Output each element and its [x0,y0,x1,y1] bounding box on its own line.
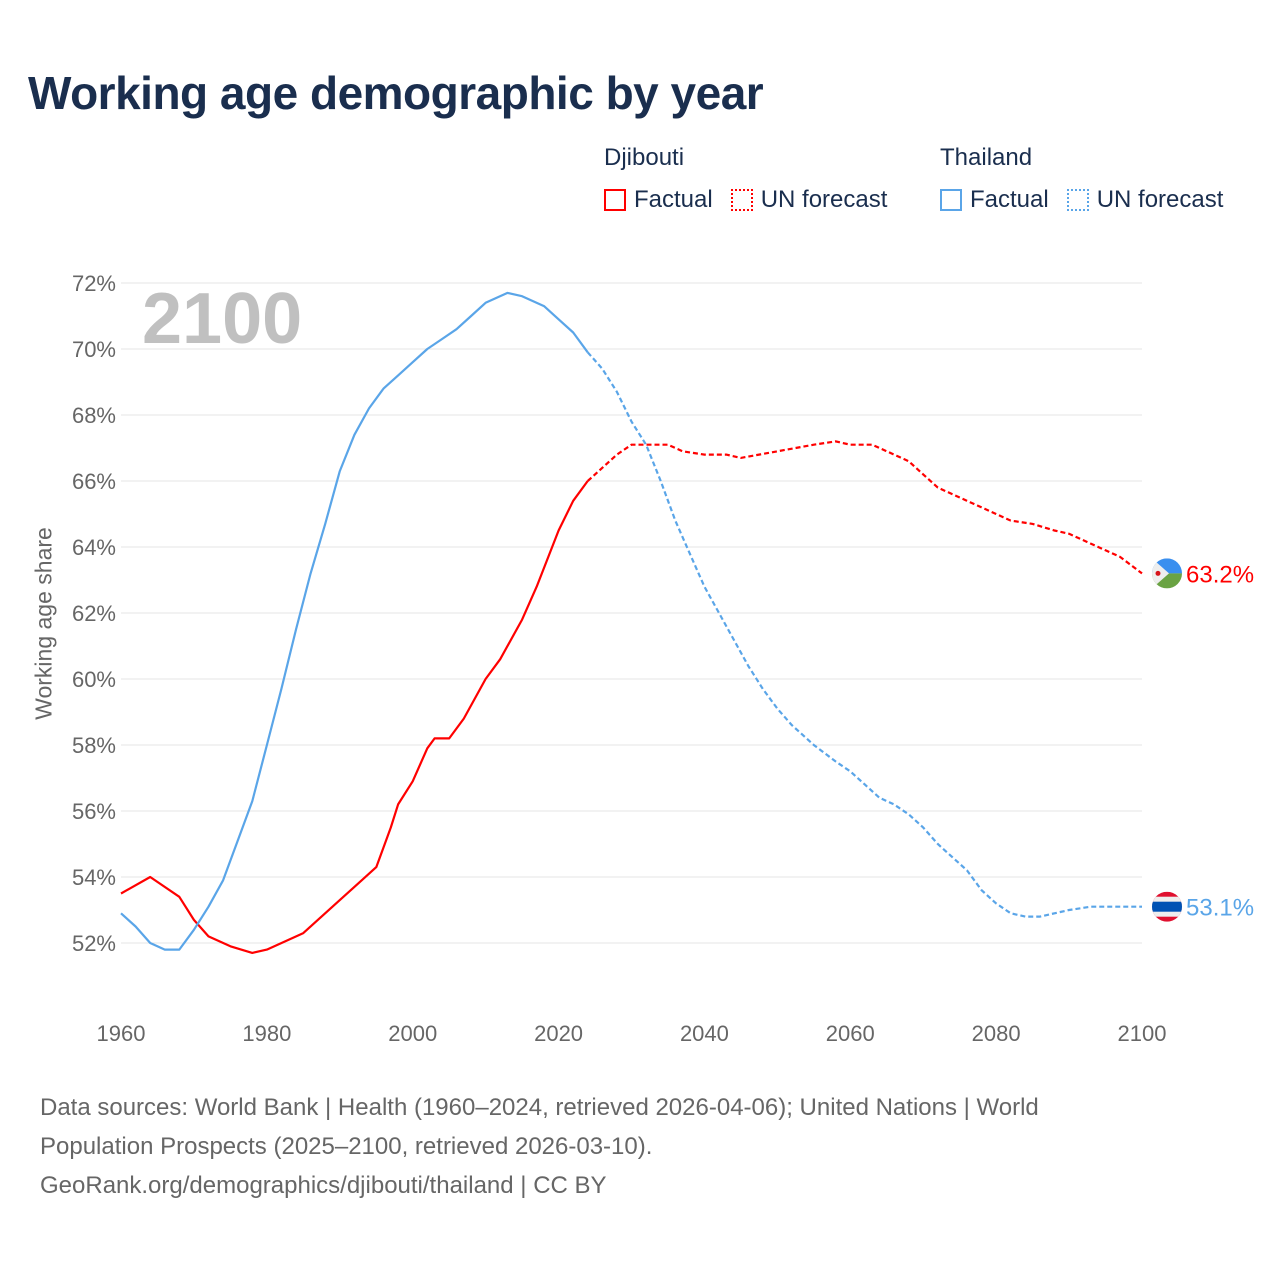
legend-thailand-factual[interactable]: Factual [940,186,1049,214]
y-tick-label: 70% [72,337,116,362]
dotted-swatch-icon [730,189,753,211]
x-tick-label: 2020 [534,1021,583,1046]
x-tick-label: 2080 [972,1021,1021,1046]
thailand-flag-icon [1152,891,1182,922]
solid-swatch-icon [604,189,626,211]
y-tick-label: 60% [72,667,116,692]
y-tick-label: 62% [72,601,116,626]
legend-djibouti: Factual UN forecast [604,186,905,214]
y-tick-label: 72% [72,271,116,296]
y-tick-label: 56% [72,799,116,824]
legend-label: Factual [634,186,713,213]
thailand-end-label: 53.1% [1186,895,1254,922]
flag-body [1152,891,1182,922]
y-tick-label: 54% [72,865,116,890]
legend-label: UN forecast [760,186,888,213]
thailand-forecast-line [586,351,1142,918]
y-tick-label: 52% [72,931,116,956]
flag-body [1152,558,1182,589]
y-tick-label: 66% [72,469,116,494]
djibouti-end-label: 63.2% [1186,561,1254,588]
djibouti-flag-icon [1152,558,1182,589]
legend-label: UN forecast [1096,186,1224,213]
year-watermark: 2100 [142,279,302,359]
legend-djibouti-factual[interactable]: Factual [604,186,713,214]
legend-thailand: Factual UN forecast [940,186,1241,214]
footer: Data sources: World Bank | Health (1960–… [40,1088,1180,1205]
legend-djibouti-forecast[interactable]: UN forecast [730,186,888,214]
legend-label: Factual [970,186,1049,213]
x-tick-label: 2040 [680,1021,729,1046]
y-tick-label: 64% [72,535,116,560]
legend-group-thailand: Thailand [940,144,1033,171]
y-tick-label: 68% [72,403,116,428]
flag-star [1155,570,1161,576]
chart-title: Working age demographic by year [28,67,764,119]
x-tick-label: 1980 [242,1021,291,1046]
source-link[interactable]: GeoRank.org/demographics/djibouti/thaila… [40,1172,607,1199]
flag-blue [1152,901,1182,912]
dotted-swatch-icon [1066,189,1089,211]
legend-thailand-forecast[interactable]: UN forecast [1066,186,1224,214]
legend-group-djibouti: Djibouti [604,144,685,171]
source-line-2: Population Prospects (2025–2100, retriev… [40,1133,653,1160]
source-line-1: Data sources: World Bank | Health (1960–… [40,1094,1039,1121]
x-tick-label: 2000 [388,1021,437,1046]
solid-swatch-icon [940,189,962,211]
x-tick-label: 2100 [1118,1021,1167,1046]
y-tick-label: 58% [72,733,116,758]
thailand-factual-line [120,291,589,951]
x-tick-label: 1960 [97,1021,146,1046]
x-tick-label: 2060 [826,1021,875,1046]
djibouti-factual-line [120,480,589,955]
